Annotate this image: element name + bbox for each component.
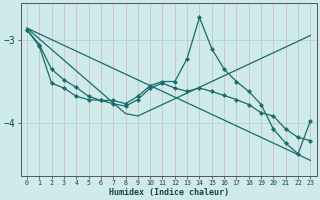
X-axis label: Humidex (Indice chaleur): Humidex (Indice chaleur) (109, 188, 229, 197)
